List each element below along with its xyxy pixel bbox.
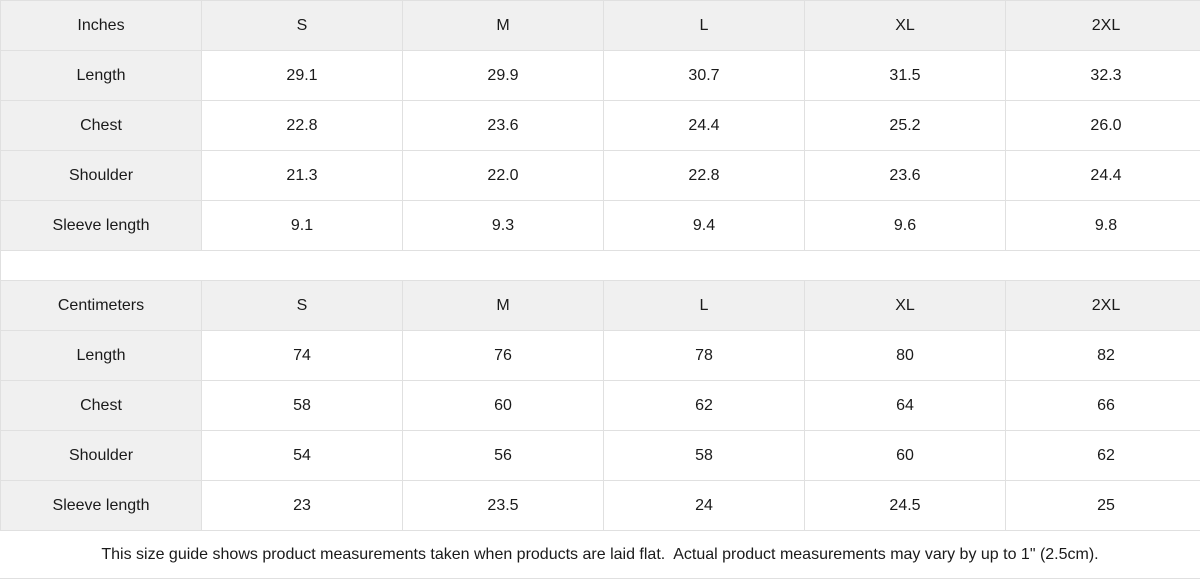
value-cell: 60 [804,430,1006,481]
value-cell: 56 [402,430,604,481]
table-row-header-inches: Inches S M L XL 2XL [0,0,1200,51]
value-cell: 25.2 [804,100,1006,151]
size-header-2xl: 2XL [1005,0,1200,51]
size-header-m: M [402,0,604,51]
table-row: Chest 58 60 62 64 66 [0,380,1200,431]
table-row: Length 74 76 78 80 82 [0,330,1200,381]
value-cell: 21.3 [201,150,403,201]
value-cell: 54 [201,430,403,481]
value-cell: 23 [201,480,403,531]
value-cell: 22.0 [402,150,604,201]
table-row: Length 29.1 29.9 30.7 31.5 32.3 [0,50,1200,101]
table-row: Sleeve length 9.1 9.3 9.4 9.6 9.8 [0,200,1200,251]
table-row-header-centimeters: Centimeters S M L XL 2XL [0,280,1200,331]
value-cell: 76 [402,330,604,381]
value-cell: 22.8 [201,100,403,151]
value-cell: 58 [201,380,403,431]
value-cell: 31.5 [804,50,1006,101]
value-cell: 62 [1005,430,1200,481]
row-label: Length [0,330,202,381]
value-cell: 9.4 [603,200,805,251]
size-header-l: L [603,0,805,51]
value-cell: 24.5 [804,480,1006,531]
value-cell: 32.3 [1005,50,1200,101]
table-row: Sleeve length 23 23.5 24 24.5 25 [0,480,1200,531]
value-cell: 23.6 [804,150,1006,201]
value-cell: 9.1 [201,200,403,251]
value-cell: 9.6 [804,200,1006,251]
value-cell: 80 [804,330,1006,381]
value-cell: 9.8 [1005,200,1200,251]
value-cell: 29.1 [201,50,403,101]
unit-header-inches: Inches [0,0,202,51]
size-header-m: M [402,280,604,331]
size-header-xl: XL [804,280,1006,331]
row-label: Length [0,50,202,101]
value-cell: 74 [201,330,403,381]
table-row: Chest 22.8 23.6 24.4 25.2 26.0 [0,100,1200,151]
value-cell: 82 [1005,330,1200,381]
value-cell: 25 [1005,480,1200,531]
row-label: Sleeve length [0,480,202,531]
row-label: Sleeve length [0,200,202,251]
row-label: Chest [0,380,202,431]
value-cell: 60 [402,380,604,431]
size-header-l: L [603,280,805,331]
row-label: Chest [0,100,202,151]
value-cell: 24.4 [603,100,805,151]
value-cell: 58 [603,430,805,481]
spacer-row [0,250,1200,281]
table-row: Shoulder 54 56 58 60 62 [0,430,1200,481]
unit-header-centimeters: Centimeters [0,280,202,331]
size-guide-disclaimer: This size guide shows product measuremen… [0,531,1200,579]
value-cell: 30.7 [603,50,805,101]
value-cell: 26.0 [1005,100,1200,151]
value-cell: 62 [603,380,805,431]
size-header-2xl: 2XL [1005,280,1200,331]
value-cell: 9.3 [402,200,604,251]
row-label: Shoulder [0,150,202,201]
spacer-cell [0,250,1200,281]
value-cell: 23.6 [402,100,604,151]
value-cell: 24 [603,480,805,531]
value-cell: 23.5 [402,480,604,531]
value-cell: 22.8 [603,150,805,201]
size-header-s: S [201,0,403,51]
table-row: Shoulder 21.3 22.0 22.8 23.6 24.4 [0,150,1200,201]
value-cell: 24.4 [1005,150,1200,201]
size-header-xl: XL [804,0,1006,51]
value-cell: 29.9 [402,50,604,101]
value-cell: 64 [804,380,1006,431]
value-cell: 78 [603,330,805,381]
size-header-s: S [201,280,403,331]
row-label: Shoulder [0,430,202,481]
value-cell: 66 [1005,380,1200,431]
size-guide-table: Inches S M L XL 2XL Length 29.1 29.9 30.… [0,0,1200,531]
